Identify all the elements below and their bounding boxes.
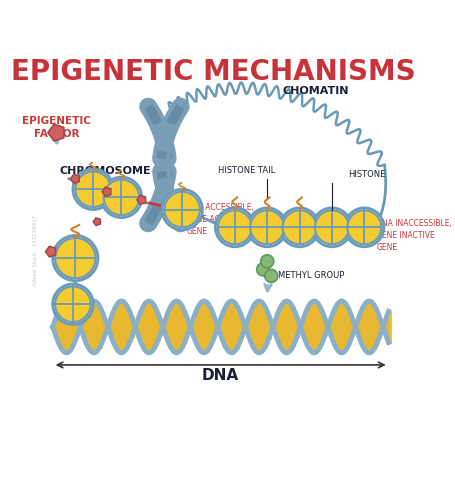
Text: Adobe Stock · 433238017: Adobe Stock · 433238017 [33, 214, 38, 286]
Circle shape [104, 180, 139, 215]
Text: DNA: DNA [202, 368, 239, 383]
Text: CHROMOSOME: CHROMOSOME [60, 166, 151, 175]
Circle shape [280, 208, 319, 247]
Circle shape [250, 210, 284, 244]
Text: EPIGENETIC MECHANISMS: EPIGENETIC MECHANISMS [10, 58, 415, 86]
Circle shape [215, 208, 254, 247]
Circle shape [347, 210, 381, 244]
Text: DNA INACCESSIBLE,
GENE INACTIVE
GENE: DNA INACCESSIBLE, GENE INACTIVE GENE [376, 219, 452, 252]
Text: METHYL GROUP: METHYL GROUP [278, 272, 344, 280]
Circle shape [162, 190, 202, 230]
Circle shape [345, 208, 384, 247]
Text: EPIGENETIC
FACTOR: EPIGENETIC FACTOR [22, 116, 91, 139]
Text: DNA ACCESSIBLE,
GENE ACTIVE
GENE: DNA ACCESSIBLE, GENE ACTIVE GENE [186, 203, 254, 235]
Circle shape [218, 210, 252, 244]
Circle shape [315, 210, 349, 244]
Text: CHOMATIN: CHOMATIN [283, 86, 349, 96]
Circle shape [55, 286, 91, 322]
Circle shape [73, 169, 113, 209]
Circle shape [257, 263, 270, 276]
Circle shape [261, 255, 274, 268]
Circle shape [283, 210, 317, 244]
Circle shape [53, 284, 93, 325]
Circle shape [265, 270, 278, 282]
Circle shape [248, 208, 287, 247]
Circle shape [76, 172, 111, 207]
Circle shape [101, 177, 142, 218]
Circle shape [164, 192, 200, 228]
Text: HISTONE TAIL: HISTONE TAIL [218, 166, 276, 174]
Circle shape [55, 238, 96, 279]
Circle shape [53, 236, 98, 281]
Circle shape [313, 208, 351, 247]
Text: HISTONE: HISTONE [348, 170, 385, 179]
